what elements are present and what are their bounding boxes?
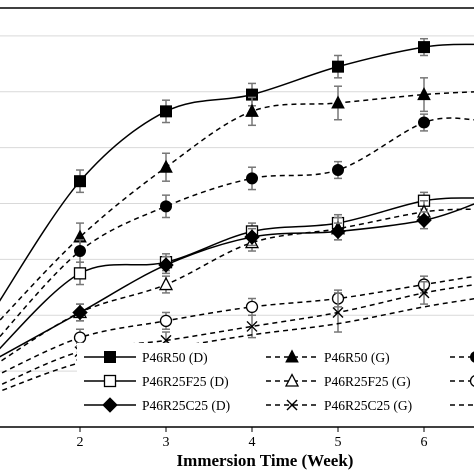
data-point xyxy=(417,87,431,101)
data-point xyxy=(246,172,258,185)
legend-label: P46R25F25 (D) xyxy=(142,374,229,389)
axes xyxy=(0,7,474,432)
x-tick-label: 5 xyxy=(335,435,342,450)
legend-item: P46R25C25 (D) xyxy=(84,397,230,413)
legend-item xyxy=(450,375,474,387)
data-point xyxy=(332,60,344,73)
legend-label: P46R25C25 (G) xyxy=(324,398,412,413)
legend-label: P46R50 (D) xyxy=(142,350,208,365)
legend-item: P46R50 (G) xyxy=(266,349,390,365)
x-axis-title: Immersion Time (Week) xyxy=(177,451,354,470)
data-point xyxy=(72,304,88,321)
series-7 xyxy=(0,203,474,358)
data-point xyxy=(74,175,86,188)
legend-marker xyxy=(470,351,474,363)
series-line xyxy=(0,43,474,302)
data-point xyxy=(160,200,172,213)
series-2 xyxy=(0,77,474,322)
series-3 xyxy=(0,113,474,338)
data-point xyxy=(331,95,345,109)
data-point xyxy=(73,331,87,344)
data-point xyxy=(74,245,86,258)
data-point xyxy=(246,320,258,332)
data-point xyxy=(159,159,173,173)
data-point xyxy=(244,229,260,245)
data-point xyxy=(158,257,174,273)
legend-marker xyxy=(469,375,474,387)
legend: P46R50 (D) P46R50 (G) P46R25F25 (D) P46R25F… xyxy=(77,343,474,415)
x-tick-label: 4 xyxy=(249,435,256,450)
series-line xyxy=(0,91,474,322)
legend-item xyxy=(450,351,474,363)
legend-item: P46R25C25 (G) xyxy=(266,398,412,413)
legend-background xyxy=(77,343,474,415)
data-point xyxy=(245,103,259,117)
data-point xyxy=(416,212,432,229)
data-point xyxy=(332,164,344,177)
legend-marker xyxy=(286,399,298,411)
series-line xyxy=(0,208,474,363)
series-1 xyxy=(0,37,474,302)
legend-marker xyxy=(104,351,116,363)
data-point xyxy=(245,300,259,314)
data-point xyxy=(418,116,430,129)
data-point xyxy=(158,276,174,291)
legend-marker xyxy=(284,373,300,387)
grid-lines xyxy=(0,35,474,372)
series-line xyxy=(0,203,474,358)
series-4 xyxy=(0,191,474,350)
data-point xyxy=(330,223,346,240)
data-point xyxy=(159,314,173,328)
x-tick-label: 2 xyxy=(77,435,84,450)
data-point xyxy=(418,287,430,299)
legend-item: P46R25F25 (D) xyxy=(84,374,229,389)
data-series xyxy=(0,37,474,393)
x-tick-label: 3 xyxy=(163,435,170,450)
legend-item: P46R50 (D) xyxy=(84,350,208,365)
x-tick-label: 6 xyxy=(421,435,428,450)
legend-marker xyxy=(103,374,117,388)
legend-label: P46R25C25 (D) xyxy=(142,398,230,413)
legend-label: P46R25F25 (G) xyxy=(324,374,411,389)
data-point xyxy=(418,41,430,54)
legend-marker xyxy=(285,349,299,363)
data-point xyxy=(73,267,87,280)
legend-label: P46R50 (G) xyxy=(324,350,390,365)
x-tick-labels: 2 3 4 5 6 xyxy=(77,435,428,450)
series-line xyxy=(0,197,474,350)
data-point xyxy=(160,105,172,118)
legend-item: P46R25F25 (G) xyxy=(266,373,411,389)
legend-marker xyxy=(102,397,118,413)
data-point xyxy=(332,306,344,318)
